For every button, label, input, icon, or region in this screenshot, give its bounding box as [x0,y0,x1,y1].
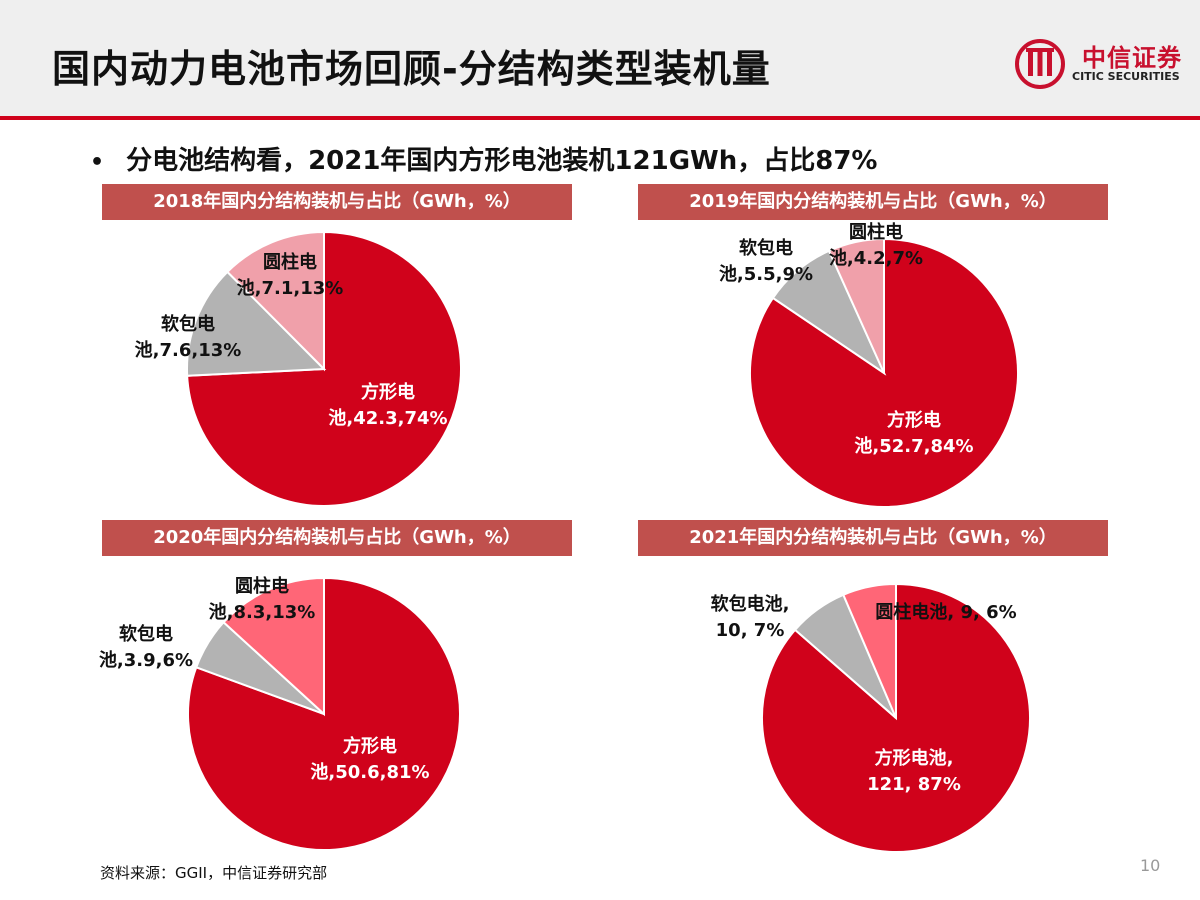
label-line: 121, 87% [867,774,961,795]
bullet-dot: • [90,150,105,175]
label-line: 圆柱电池, 9, 6% [875,601,1016,623]
slice-pouch-2018 [186,270,327,377]
label-line: 10, 7% [716,620,785,641]
page-title: 国内动力电池市场回顾-分结构类型装机量 [52,47,771,91]
logo-name-en: CITIC SECURITIES [1072,70,1180,83]
citic-logo: 中信证券 CITIC SECURITIES [1014,36,1184,92]
label-line: 方形电 [887,409,941,431]
slice-cylinder-2019 [827,237,885,374]
label-line: 池,3.9,6% [99,649,193,671]
chart-2020-title: 2020年国内分结构装机与占比（GWh，%） [102,520,572,556]
label-cylinder-2019: 圆柱电池,4.2,7% [829,221,923,269]
label-line: 圆柱电 [849,221,903,243]
chart-2019-title: 2019年国内分结构装机与占比（GWh，%） [638,184,1108,220]
header-divider [0,116,1200,120]
citic-logo-icon [1015,39,1065,89]
label-line: 软包电 [119,623,173,645]
label-square-2019: 方形电池,52.7,84% [854,409,973,457]
pie-2020: 方形电池,50.6,81% 软包电池,3.9,6% 圆柱电池,8.3,13% [99,575,461,851]
label-line: 池,50.6,81% [310,761,429,783]
label-pouch-2020: 软包电池,3.9,6% [99,623,193,671]
label-square-2018: 方形电池,42.3,74% [328,381,447,429]
label-cylinder-2018: 圆柱电池,7.1,13% [237,251,344,299]
source-note: 资料来源：GGII，中信证券研究部 [100,864,328,882]
page-number: 10 [1140,856,1161,875]
label-line: 方形电 [361,381,415,403]
label-line: 池,7.6,13% [135,339,242,361]
label-line: 圆柱电 [235,575,289,597]
label-cylinder-2021: 圆柱电池, 9, 6% [875,601,1016,623]
label-line: 软包电池, [711,593,790,615]
label-pouch-2018: 软包电池,7.6,13% [135,313,242,361]
logo-name-cn: 中信证券 [1082,44,1182,72]
label-line: 池,52.7,84% [854,435,973,457]
pie-2021: 方形电池, 121, 87% 软包电池, 10, 7% 圆柱电池, 9, 6% [711,582,1032,853]
label-line: 池,5.5,9% [719,263,813,285]
label-square-2020: 方形电池,50.6,81% [310,735,429,783]
label-line: 方形电 [343,735,397,757]
slice-cylinder-2021 [842,582,897,719]
label-pouch-2019: 软包电池,5.5,9% [719,237,813,285]
label-cylinder-2020: 圆柱电池,8.3,13% [209,575,316,623]
pie-2018: 方形电池,42.3,74% 软包电池,7.6,13% 圆柱电池,7.1,13% [135,230,462,507]
label-pouch-2021: 软包电池, 10, 7% [711,593,790,641]
slice-cylinder-2020 [222,576,325,717]
label-square-2021: 方形电池, 121, 87% [867,747,961,795]
label-line: 池,42.3,74% [328,407,447,429]
chart-2018-title: 2018年国内分结构装机与占比（GWh，%） [102,184,572,220]
label-line: 软包电 [161,313,215,335]
label-line: 池,4.2,7% [829,247,923,269]
pie-2019: 方形电池,52.7,84% 软包电池,5.5,9% 圆柱电池,4.2,7% [719,221,1019,508]
header-bar [0,0,1200,116]
label-line: 池,8.3,13% [209,601,316,623]
key-bullet: • 分电池结构看，2021年国内方形电池装机121GWh，占比87% [90,140,877,177]
slice-cylinder-2018 [225,230,325,372]
label-line: 池,7.1,13% [237,277,344,299]
chart-2021-title: 2021年国内分结构装机与占比（GWh，%） [638,520,1108,556]
label-line: 方形电池, [875,747,954,769]
label-line: 软包电 [739,237,793,259]
label-line: 圆柱电 [263,251,317,273]
bullet-text: 分电池结构看，2021年国内方形电池装机121GWh，占比87% [126,146,878,176]
